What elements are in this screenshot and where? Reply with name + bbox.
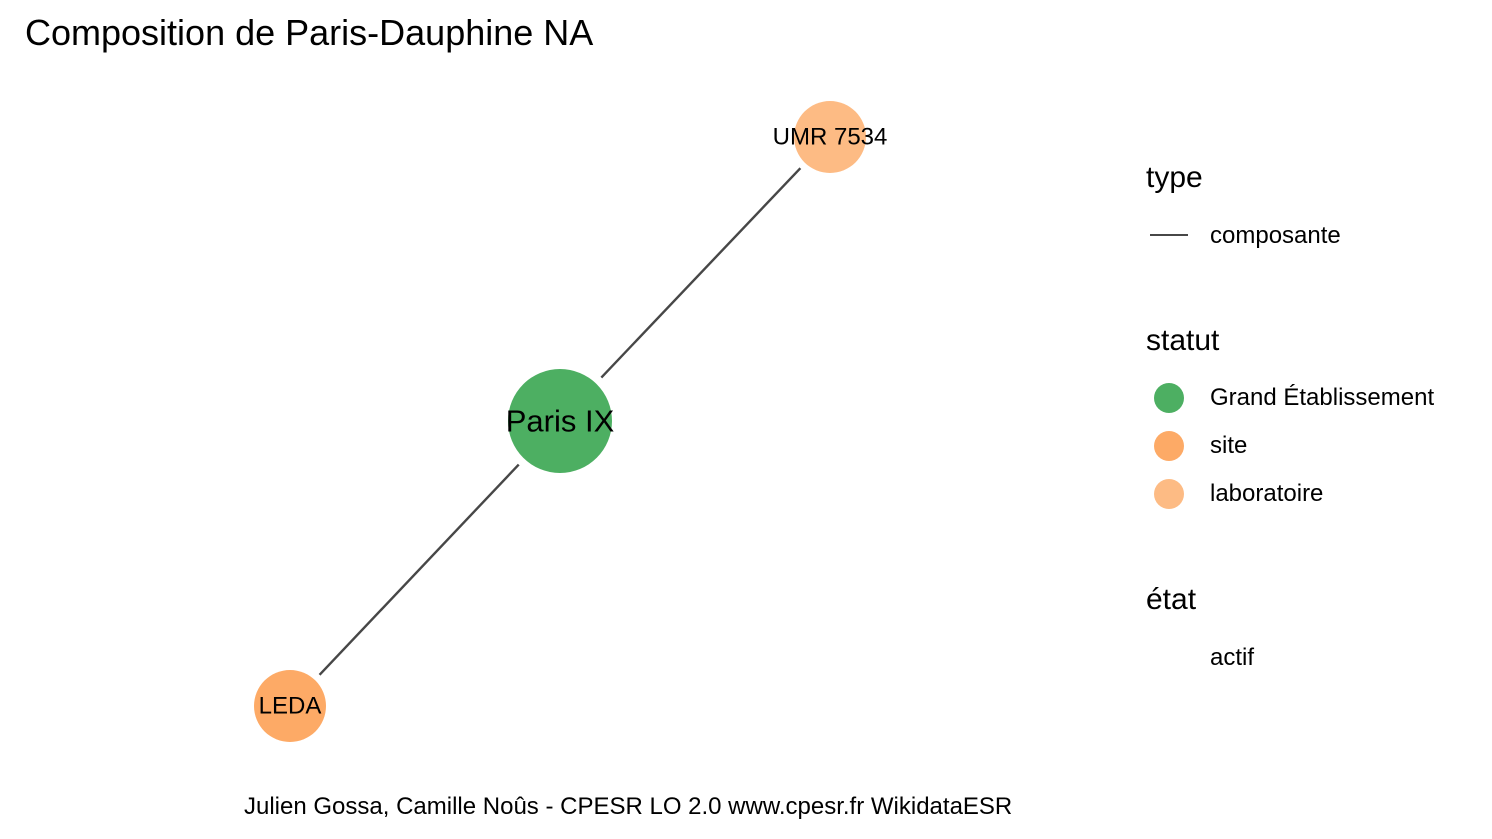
- legend-statut-title: statut: [1146, 324, 1220, 357]
- node-umr-7534-label: UMR 7534: [773, 124, 888, 151]
- legend-etat-title: état: [1146, 583, 1197, 616]
- node-umr-7534: UMR 7534: [773, 101, 888, 173]
- chart-title: Composition de Paris-Dauphine NA: [25, 12, 594, 53]
- node-paris-ix: Paris IX: [506, 369, 615, 473]
- edge-paris-ix-umr-7534: [600, 167, 802, 379]
- node-paris-ix-circle: [508, 369, 612, 473]
- node-leda-circle: [254, 670, 326, 742]
- legend-laboratoire-label: laboratoire: [1210, 480, 1324, 507]
- legend-site-dot: [1154, 431, 1184, 461]
- legend-actif-label: actif: [1210, 644, 1255, 671]
- edges-layer: [318, 167, 802, 676]
- node-leda: LEDA: [254, 670, 326, 742]
- nodes-layer: Paris IX UMR 7534 LEDA: [254, 101, 887, 742]
- legend-composante-line-key: [1150, 234, 1188, 236]
- edge-paris-ix-leda: [318, 463, 520, 676]
- legend-grand-etablissement-dot: [1154, 383, 1184, 413]
- legend-composante-label: composante: [1210, 222, 1341, 249]
- node-umr-7534-circle: [794, 101, 866, 173]
- legend-type-title: type: [1146, 161, 1203, 194]
- node-paris-ix-label: Paris IX: [506, 404, 615, 439]
- legend-laboratoire-dot: [1154, 479, 1184, 509]
- legend-site-label: site: [1210, 432, 1248, 459]
- legend-grand-etablissement-label: Grand Établissement: [1210, 384, 1435, 411]
- chart-caption: Julien Gossa, Camille Noûs - CPESR LO 2.…: [244, 793, 1013, 820]
- node-leda-label: LEDA: [259, 693, 322, 720]
